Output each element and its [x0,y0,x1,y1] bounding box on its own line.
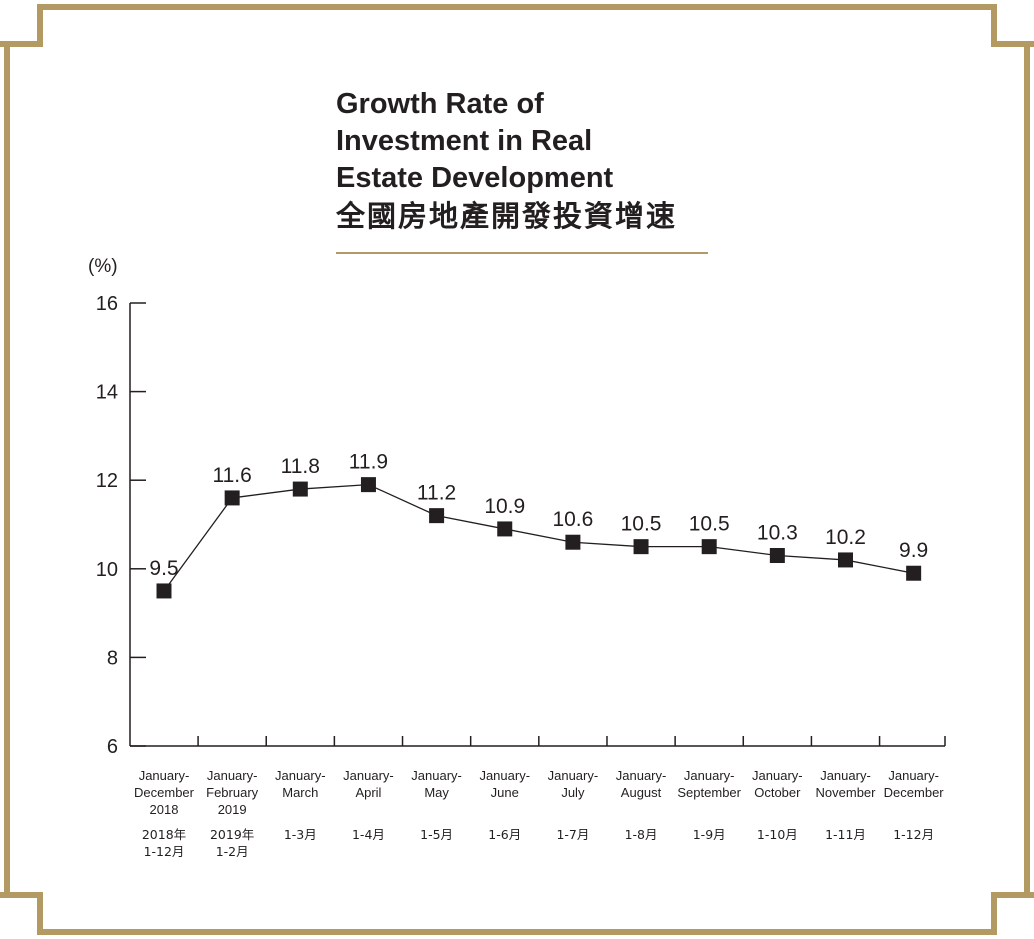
x-category-label: April [355,785,381,800]
x-category-label: January- [616,768,667,783]
x-category-label: January- [479,768,530,783]
x-category-label: 2018 [150,802,179,817]
data-value-label: 9.5 [149,557,178,580]
data-point-marker [360,477,376,493]
title-line-1: Growth Rate of [336,88,544,120]
data-point-marker [497,521,513,537]
x-category-label: January- [684,768,735,783]
data-labels: 9.5 11.6 11.8 11.9 11.2 10.9 10.6 10.5 10.5 10.3 1… [149,451,928,580]
title-line-2: Investment in Real [336,125,593,157]
x-category-label: January- [411,768,462,783]
x-category-label: November [816,785,877,800]
series-polyline [163,483,914,592]
data-value-label: 11.8 [281,455,320,478]
data-value-label: 11.6 [212,464,251,487]
x-category-label: January- [343,768,394,783]
data-point-marker [906,565,922,581]
data-value-label: 10.5 [621,513,662,536]
data-value-label: 11.2 [417,482,456,505]
x-category-label-chinese: 1-2月 [216,844,249,859]
y-tick-label: 6 [107,736,118,758]
x-category-label: July [561,785,585,800]
x-axis-labels: January- December 2018 January- February 2019… [134,768,944,859]
data-point-marker [224,490,240,506]
x-category-label: December [884,785,945,800]
x-category-label: January- [888,768,939,783]
x-category-label-chinese: 1-12月 [893,827,934,842]
data-point-marker [156,583,172,599]
x-category-label-chinese: 1-3月 [284,827,317,842]
chart-axes: 6 8 10 12 14 16 [96,293,946,758]
data-value-label: 11.9 [349,451,388,474]
y-tick-label: 10 [96,559,118,581]
data-point-marker [429,508,445,524]
x-category-label-chinese: 1-6月 [488,827,521,842]
data-value-label: 10.6 [552,508,593,531]
y-tick-label: 8 [107,647,118,669]
series-markers [156,477,922,599]
x-category-label-chinese: 1-7月 [556,827,589,842]
x-category-label: June [491,785,519,800]
title-underline [336,252,708,254]
x-category-label: 2019 [218,802,247,817]
data-value-label: 10.9 [484,495,525,518]
x-category-label: September [677,785,741,800]
x-category-label-chinese: 1-5月 [420,827,453,842]
x-category-label-chinese: 1-4月 [352,827,385,842]
data-value-label: 9.9 [899,539,928,562]
data-value-label: 10.2 [825,526,866,549]
data-point-marker [292,481,308,497]
series-line [163,483,914,592]
x-category-label: January- [548,768,599,783]
data-value-label: 10.3 [757,522,798,545]
data-point-marker [565,534,581,550]
x-category-label: August [621,785,662,800]
x-category-label-chinese: 1-8月 [625,827,658,842]
y-tick-label: 14 [96,382,118,404]
title-line-3: Estate Development [336,162,614,194]
y-tick-label: 16 [96,293,118,315]
x-category-label: January- [820,768,871,783]
data-point-marker [701,539,717,555]
x-category-label-chinese: 1-11月 [825,827,866,842]
data-value-label: 10.5 [689,513,730,536]
x-category-label-chinese: 2018年 [142,827,186,842]
x-category-label: December [134,785,195,800]
data-point-marker [838,552,853,568]
x-category-label-chinese: 1-12月 [144,844,185,859]
x-category-label: January- [139,768,190,783]
x-category-label: January- [275,768,326,783]
x-category-label: February [206,785,259,800]
x-category-label-chinese: 1-10月 [757,827,798,842]
chart-title: Growth Rate of Investment in Real Estate… [336,86,716,254]
y-tick-label: 12 [96,470,118,492]
x-category-label: January- [752,768,803,783]
x-category-label-chinese: 1-9月 [693,827,726,842]
title-chinese: 全國房地產開發投資增速 [336,199,678,233]
x-category-label-chinese: 2019年 [210,827,254,842]
x-category-label: March [282,785,318,800]
x-category-label: May [424,785,449,800]
data-point-marker [633,539,649,555]
x-category-label: October [754,785,801,800]
data-point-marker [769,548,785,564]
y-axis-unit-label: (%) [88,256,118,277]
x-category-label: January- [207,768,258,783]
